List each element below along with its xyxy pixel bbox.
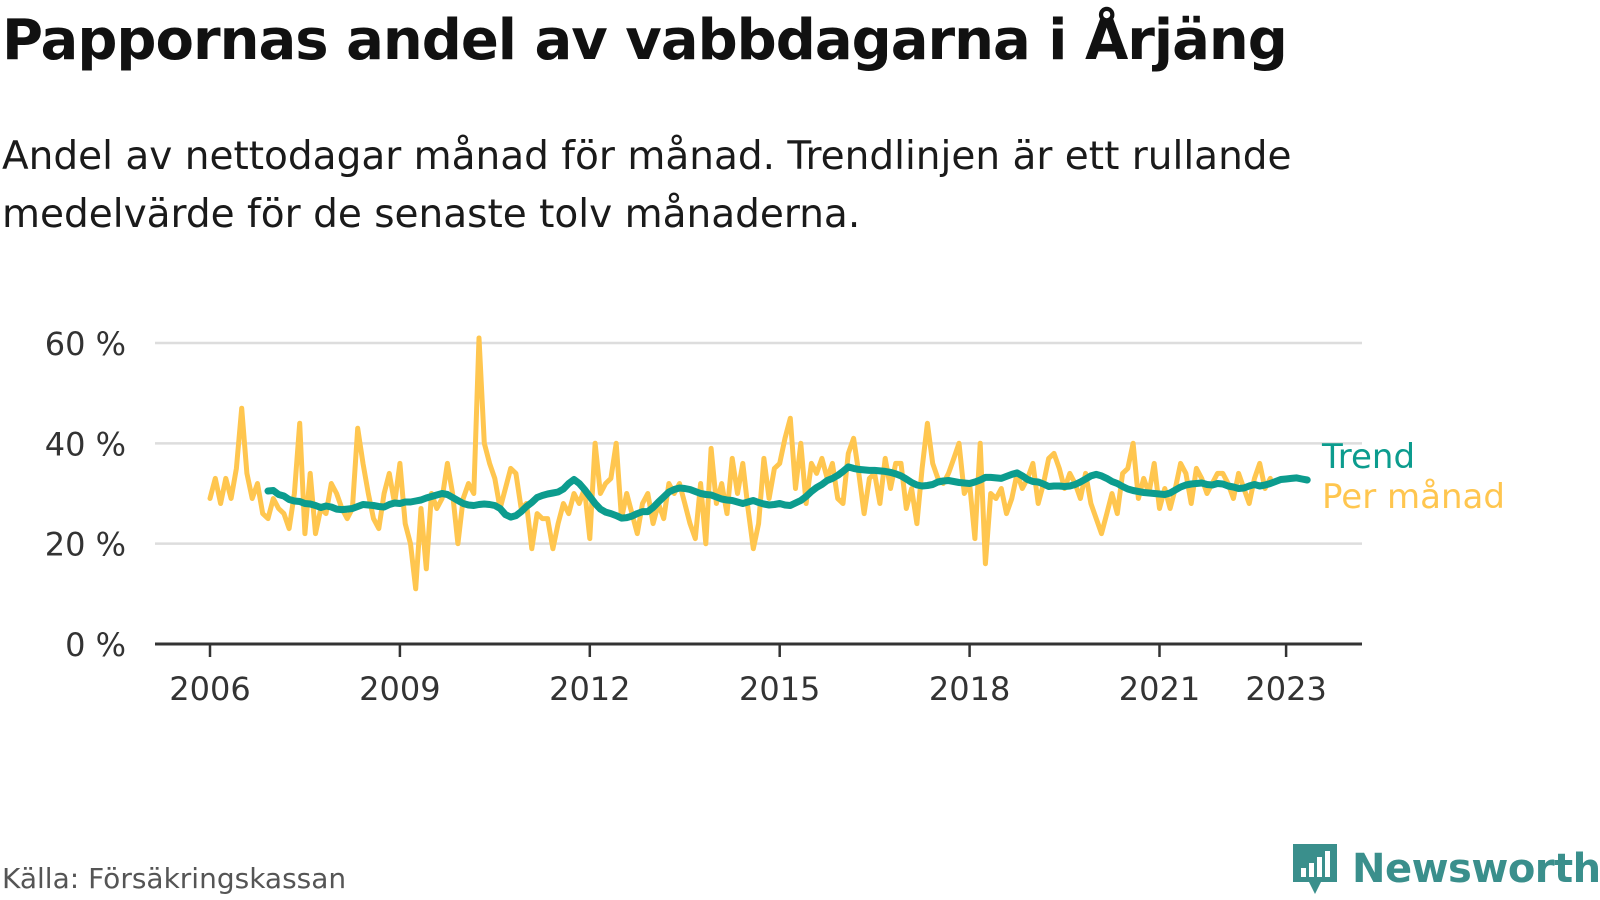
x-tick-label: 2018 <box>929 670 1010 708</box>
chart-title: Pappornas andel av vabbdagarna i Årjäng <box>2 8 1288 73</box>
y-tick-label: 40 % <box>45 425 126 463</box>
monthly-line <box>207 335 1273 592</box>
x-tick-label: 2012 <box>549 670 630 708</box>
brand-name: Newsworthy <box>1352 846 1600 892</box>
legend-label-monthly: Per månad <box>1322 477 1505 517</box>
x-tick-label: 2006 <box>169 670 250 708</box>
y-tick-label: 0 % <box>65 626 126 664</box>
chart-subtitle: Andel av nettodagar månad för månad. Tre… <box>2 128 1502 244</box>
x-tick-label: 2015 <box>739 670 820 708</box>
x-tick-label: 2023 <box>1245 670 1326 708</box>
chart-subtitle-line-2: medelvärde för de senaste tolv månaderna… <box>2 192 861 237</box>
series <box>207 335 1311 592</box>
y-tick-label: 20 % <box>45 526 126 564</box>
axes: 0 % 20 % 40 % 60 % 2006 2009 2012 2015 2018 2021 2… <box>45 325 1362 708</box>
bar-chart-speech-bubble-icon <box>1293 844 1337 894</box>
x-tick-label: 2021 <box>1119 670 1200 708</box>
trend-line <box>264 463 1311 522</box>
y-tick-label: 60 % <box>45 325 126 363</box>
legend-label-trend: Trend <box>1321 437 1415 477</box>
source-note: Källa: Försäkringskassan <box>2 862 347 895</box>
x-tick-label: 2009 <box>359 670 440 708</box>
brand-logo[interactable]: Newsworthy <box>1290 842 1600 896</box>
chart-subtitle-line-1: Andel av nettodagar månad för månad. Tre… <box>2 134 1292 179</box>
